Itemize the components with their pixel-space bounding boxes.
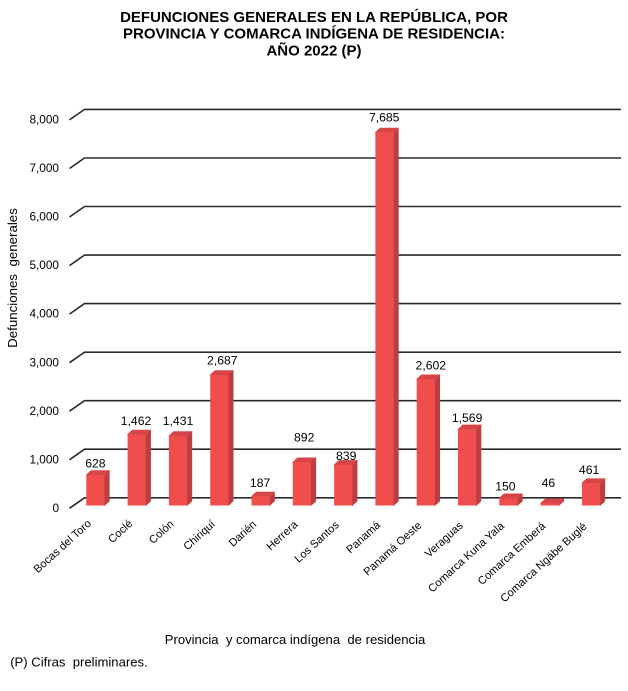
svg-text:628: 628 [85,457,106,471]
svg-text:46: 46 [542,476,556,490]
svg-text:Defunciones generales: Defunciones generales [5,208,20,348]
svg-text:461: 461 [579,463,600,477]
svg-text:DEFUNCIONES GENERALES EN LA RE: DEFUNCIONES GENERALES EN LA REPÚBLICA, P… [120,8,508,26]
svg-text:4,000: 4,000 [29,307,59,321]
svg-text:6,000: 6,000 [29,210,59,224]
svg-text:5,000: 5,000 [29,258,59,272]
svg-text:Provincia y comarca indígena: Provincia y comarca indígena de residenc… [165,632,426,647]
svg-text:2,687: 2,687 [207,354,238,368]
svg-text:1,569: 1,569 [452,411,483,425]
svg-text:7,685: 7,685 [369,111,400,125]
svg-text:892: 892 [294,430,315,444]
svg-text:2,000: 2,000 [29,404,59,418]
svg-text:8,000: 8,000 [29,113,59,127]
svg-text:7,000: 7,000 [29,161,59,175]
svg-text:1,462: 1,462 [121,414,152,428]
svg-text:2,602: 2,602 [416,359,447,373]
svg-text:1,000: 1,000 [29,452,59,466]
svg-text:839: 839 [336,449,357,463]
svg-text:150: 150 [495,480,516,494]
svg-text:1,431: 1,431 [163,414,194,428]
svg-text:(P) Cifras preliminares.: (P) Cifras preliminares. [10,655,148,670]
svg-text:AÑO 2022 (P): AÑO 2022 (P) [266,42,361,60]
svg-text:3,000: 3,000 [29,355,59,369]
svg-text:PROVINCIA Y COMARCA INDÍGENA D: PROVINCIA Y COMARCA INDÍGENA DE RESIDENC… [123,26,505,43]
svg-text:0: 0 [52,501,59,515]
svg-text:187: 187 [250,476,271,490]
